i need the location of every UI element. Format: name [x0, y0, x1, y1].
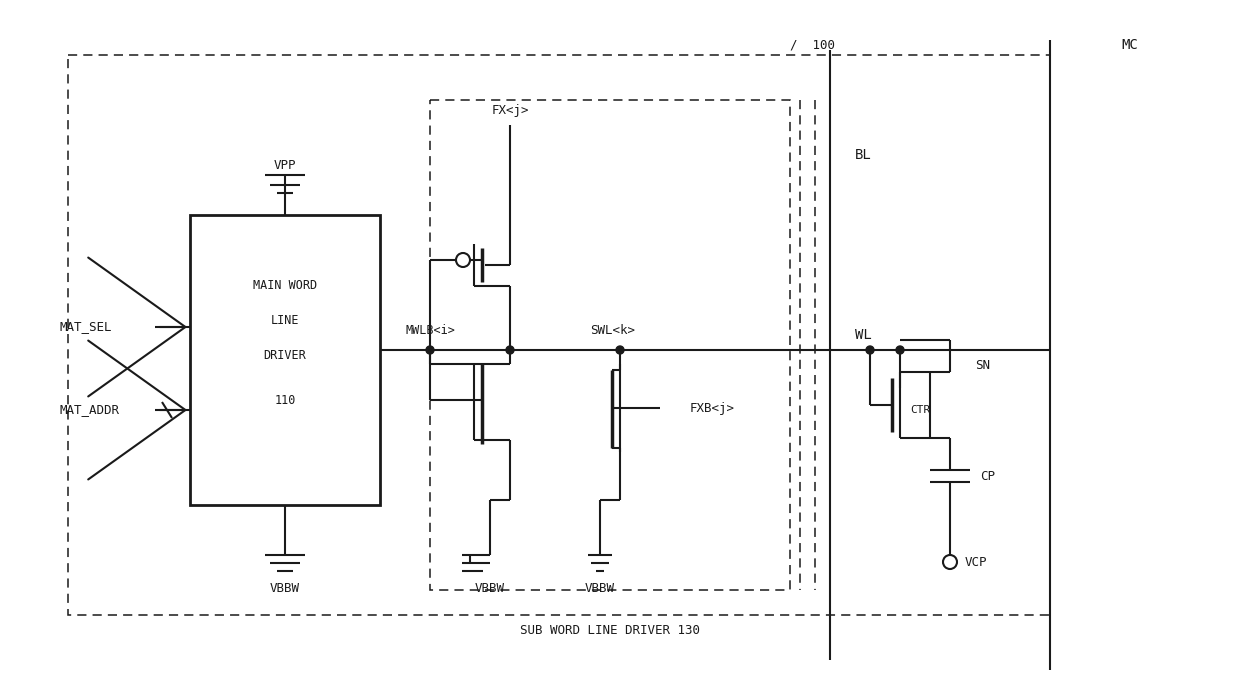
- Text: CP: CP: [980, 469, 994, 482]
- Text: BL: BL: [856, 148, 872, 162]
- Text: FXB<j>: FXB<j>: [689, 401, 735, 415]
- Text: DRIVER: DRIVER: [264, 348, 306, 361]
- Circle shape: [506, 346, 515, 354]
- Text: WL: WL: [856, 328, 872, 342]
- Text: VBBW: VBBW: [475, 582, 505, 594]
- Text: VCP: VCP: [965, 556, 987, 569]
- Polygon shape: [190, 215, 379, 505]
- Text: SWL<k>: SWL<k>: [590, 323, 635, 337]
- Text: VBBW: VBBW: [585, 582, 615, 594]
- Text: MWLB<i>: MWLB<i>: [405, 323, 455, 337]
- Text: VPP: VPP: [274, 158, 296, 171]
- Text: LINE: LINE: [270, 314, 299, 327]
- Circle shape: [427, 346, 434, 354]
- Circle shape: [866, 346, 874, 354]
- Text: SN: SN: [975, 359, 990, 372]
- Text: FX<j>: FX<j>: [491, 104, 528, 117]
- Text: VBBW: VBBW: [270, 582, 300, 594]
- Text: MC: MC: [1122, 38, 1138, 52]
- Circle shape: [897, 346, 904, 354]
- Text: /  100: / 100: [790, 39, 835, 52]
- Text: 110: 110: [274, 393, 295, 406]
- Text: MAIN WORD: MAIN WORD: [253, 278, 317, 292]
- Text: MAT_ADDR: MAT_ADDR: [60, 404, 120, 417]
- Text: SUB WORD LINE DRIVER 130: SUB WORD LINE DRIVER 130: [520, 623, 701, 636]
- Text: MAT_SEL: MAT_SEL: [60, 321, 113, 334]
- Text: CTR: CTR: [910, 405, 930, 415]
- Circle shape: [616, 346, 624, 354]
